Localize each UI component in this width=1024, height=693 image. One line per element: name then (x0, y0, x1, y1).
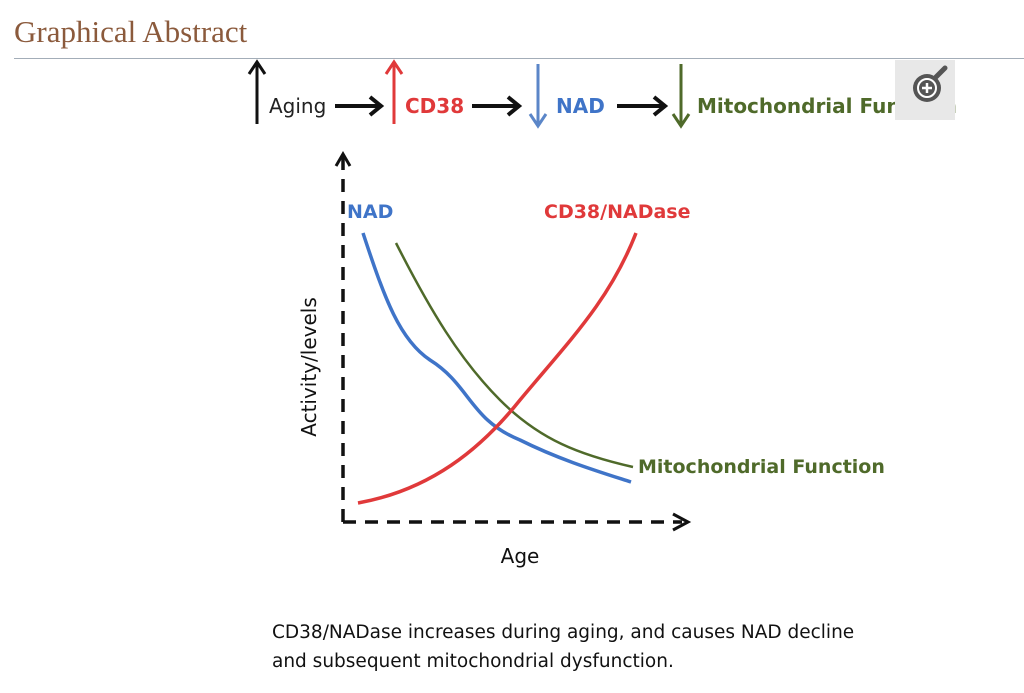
caption: CD38/NADase increases during aging, and … (272, 618, 854, 676)
cd38-curve (357, 232, 638, 505)
flow-nad: NAD (556, 94, 605, 118)
zoom-button[interactable] (895, 60, 955, 120)
y-axis-arrowhead (334, 151, 352, 167)
x-axis-label: Age (501, 544, 540, 568)
y-axis-label: Activity/levels (297, 297, 321, 437)
flow-cd38: CD38 (405, 94, 464, 118)
divider (14, 58, 1024, 59)
mito-curve (394, 242, 634, 469)
cd38-label: CD38/NADase (544, 201, 691, 223)
nad-label: NAD (347, 201, 393, 223)
x-axis-arrowhead (672, 512, 692, 532)
page-title: Graphical Abstract (14, 14, 248, 49)
caption-line-2: and subsequent mitochondrial dysfunction… (272, 651, 674, 672)
zoom-in-icon (913, 65, 948, 102)
flow-aging: Aging (269, 94, 326, 118)
flow-row: Aging CD38 NAD Mitochondrial Function (247, 59, 957, 129)
caption-line-1: CD38/NADase increases during aging, and … (272, 622, 855, 643)
mito-label: Mitochondrial Function (638, 456, 885, 478)
nad-curve (361, 232, 632, 484)
